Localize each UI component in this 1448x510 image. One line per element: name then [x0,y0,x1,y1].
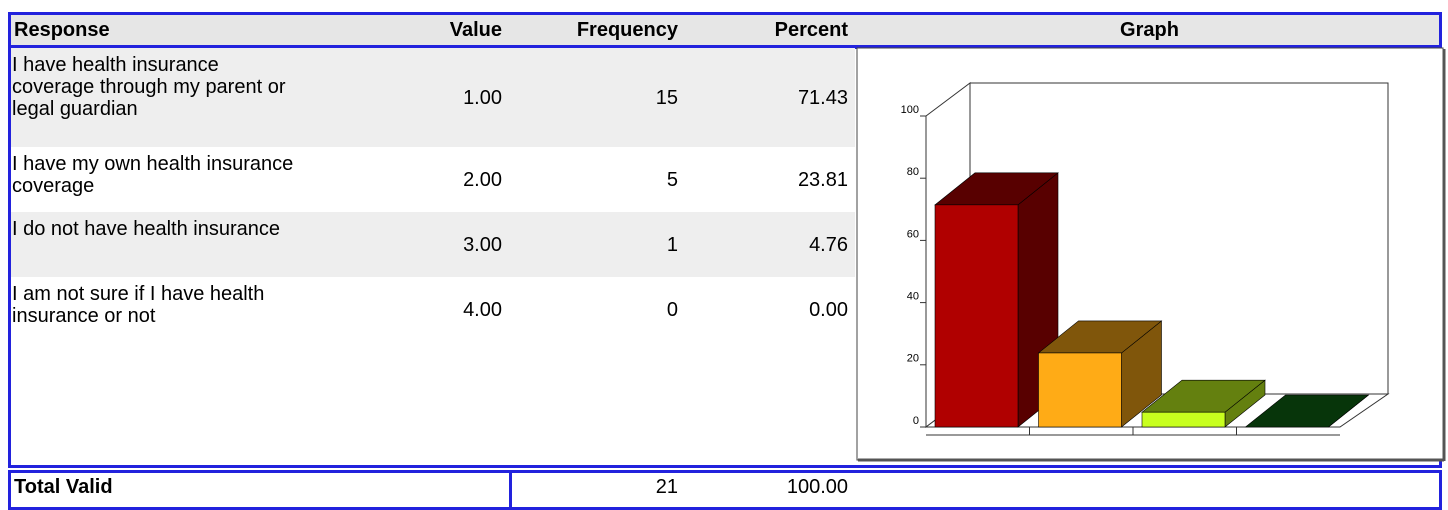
bar [1141,411,1226,428]
header-frequency: Frequency [576,19,678,41]
graph: 0 20 40 60 80 100 [856,47,1446,462]
y-tick-label: 40 [907,291,919,303]
y-tick-label: 20 [907,353,919,365]
frequency: 0 [666,298,678,321]
value: 2.00 [463,168,502,191]
total-frequency: 21 [655,476,678,498]
total-value-frame [509,470,1442,510]
row-bg [11,147,855,212]
response: I have health insurance coverage through… [12,54,286,120]
bar-top [1244,394,1370,428]
percent: 0.00 [809,298,848,321]
row-bg [11,48,855,147]
header-value: Value [449,19,502,41]
response: I am not sure if I have health insurance… [12,283,265,327]
response: I do not have health insurance [12,218,280,240]
percent: 23.81 [797,168,848,191]
header-response: Response [14,19,110,41]
y-tick-label: 0 [913,415,919,427]
header-percent: Percent [774,19,848,41]
frequency: 1 [666,233,678,256]
row-bg [11,277,855,342]
frequency: 5 [666,168,678,191]
total-label: Total Valid [14,476,113,498]
value: 3.00 [463,233,502,256]
frequency: 15 [655,86,678,109]
value: 1.00 [463,86,502,109]
y-tick-label: 60 [907,228,919,240]
percent: 4.76 [809,233,848,256]
value: 4.00 [463,298,502,321]
row-bg [11,212,855,277]
y-tick-label: 80 [907,166,919,178]
bar [934,204,1019,428]
y-tick-label: 100 [901,104,919,116]
percent: 71.43 [797,86,848,109]
response: I have my own health insurance coverage [12,153,294,197]
total-percent: 100.00 [786,476,848,498]
bar [1038,352,1122,428]
header-graph: Graph [1120,19,1179,41]
